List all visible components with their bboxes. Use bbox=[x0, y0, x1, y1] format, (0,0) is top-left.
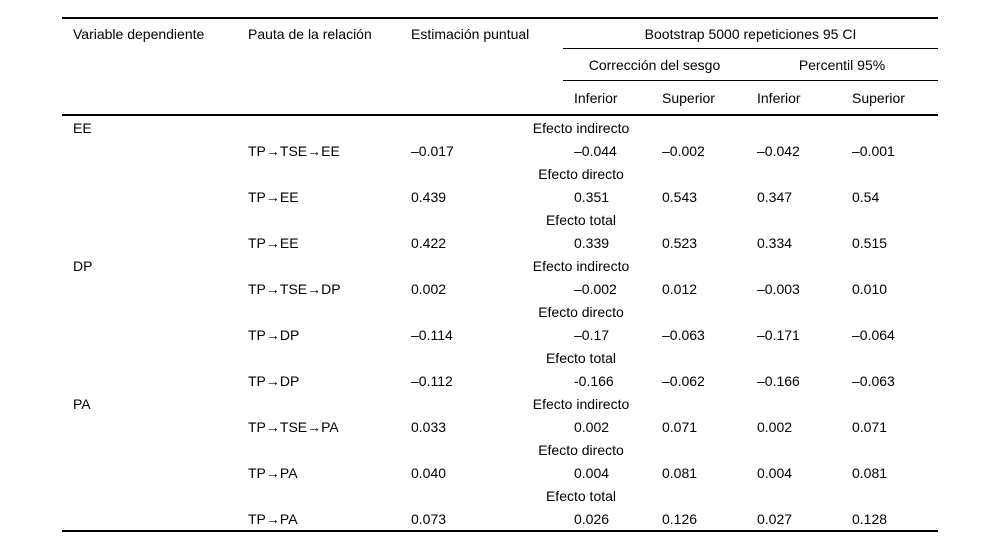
pc-inferior-cell: –0.166 bbox=[757, 372, 800, 389]
bc-superior-cell: 0.012 bbox=[662, 280, 698, 297]
estimate-cell: –0.112 bbox=[411, 372, 453, 389]
pc-inferior-cell: 0.027 bbox=[746, 507, 841, 532]
effect-label: Efecto total bbox=[545, 211, 617, 228]
estimate-cell: 0.002 bbox=[411, 280, 447, 297]
pc-superior-cell: –0.001 bbox=[852, 142, 895, 159]
table-row: EE Efecto indirecto bbox=[62, 115, 938, 139]
pc-inferior-cell: –0.003 bbox=[757, 280, 800, 297]
pc-superior-cell: 0.128 bbox=[841, 507, 939, 532]
header-row-1: Variable dependiente Pauta de la relació… bbox=[62, 17, 939, 49]
relation-cell: TP→TSE→PA bbox=[248, 418, 339, 435]
bc-inferior-cell: -0.166 bbox=[574, 372, 614, 389]
estimate-cell: 0.073 bbox=[400, 507, 563, 532]
estimate-cell: –0.017 bbox=[411, 142, 454, 159]
bc-inferior-cell: 0.339 bbox=[574, 234, 610, 251]
table-row: Efecto total bbox=[62, 484, 938, 507]
bc-superior-cell: –0.062 bbox=[662, 372, 705, 389]
estimate-cell: 0.439 bbox=[411, 188, 447, 205]
table-row: TP→DP –0.112 -0.166 –0.062 –0.166 –0.063 bbox=[62, 369, 938, 392]
relation-cell: TP→DP bbox=[248, 372, 300, 389]
pc-inferior-cell: 0.002 bbox=[757, 418, 793, 435]
table-row: TP→PA 0.073 0.026 0.126 0.027 0.128 bbox=[62, 507, 939, 532]
effect-label: Efecto total bbox=[545, 349, 617, 366]
estimate-cell: –0.114 bbox=[411, 326, 453, 343]
group-cell: PA bbox=[73, 395, 91, 412]
bc-inferior-cell: –0.044 bbox=[574, 142, 617, 159]
bc-superior-cell: 0.126 bbox=[651, 507, 746, 532]
effect-label: Efecto indirecto bbox=[532, 119, 630, 136]
bc-superior-cell: 0.071 bbox=[662, 418, 698, 435]
bootstrap-ci-table: Variable dependiente Pauta de la relació… bbox=[62, 17, 939, 532]
table-row: DP Efecto indirecto bbox=[62, 254, 938, 277]
bc-superior-cell: 0.523 bbox=[662, 234, 698, 251]
table-row: TP→TSE→DP 0.002 –0.002 0.012 –0.003 0.01… bbox=[62, 277, 938, 300]
table-row: Efecto directo bbox=[62, 300, 938, 323]
relation-cell: TP→PA bbox=[237, 507, 400, 532]
bc-inferior-cell: –0.17 bbox=[574, 326, 610, 343]
col-header-pc-inferior: Inferior bbox=[746, 80, 841, 116]
pc-inferior-cell: 0.004 bbox=[757, 464, 793, 481]
table-row: TP→TSE→EE –0.017 –0.044 –0.002 –0.042 –0… bbox=[62, 139, 938, 162]
effect-label: Efecto indirecto bbox=[532, 257, 630, 274]
pc-superior-cell: 0.515 bbox=[852, 234, 888, 251]
group-cell: DP bbox=[73, 257, 93, 274]
table-row: TP→EE 0.439 0.351 0.543 0.347 0.54 bbox=[62, 185, 938, 208]
bc-superior-cell: 0.543 bbox=[662, 188, 698, 205]
bc-superior-cell: –0.002 bbox=[662, 142, 705, 159]
bc-superior-cell: 0.081 bbox=[662, 464, 698, 481]
bc-superior-cell: –0.063 bbox=[662, 326, 705, 343]
bc-inferior-cell: 0.004 bbox=[574, 464, 610, 481]
table-row: TP→DP –0.114 –0.17 –0.063 –0.171 –0.064 bbox=[62, 323, 938, 346]
relation-cell: TP→TSE→DP bbox=[248, 280, 341, 297]
col-header-percentile: Percentil 95% bbox=[746, 48, 939, 81]
relation-cell: TP→PA bbox=[248, 464, 298, 481]
table-row: TP→PA 0.040 0.004 0.081 0.004 0.081 bbox=[62, 461, 938, 484]
pc-inferior-cell: –0.171 bbox=[757, 326, 800, 343]
col-header-bc-inferior: Inferior bbox=[563, 80, 651, 116]
estimate-cell: 0.040 bbox=[411, 464, 447, 481]
relation-cell: TP→DP bbox=[248, 326, 300, 343]
pc-superior-cell: –0.063 bbox=[852, 372, 895, 389]
table-row: TP→EE 0.422 0.339 0.523 0.334 0.515 bbox=[62, 231, 938, 254]
bc-inferior-cell: 0.002 bbox=[574, 418, 610, 435]
pc-inferior-cell: –0.042 bbox=[757, 142, 800, 159]
table-row: TP→TSE→PA 0.033 0.002 0.071 0.002 0.071 bbox=[62, 415, 938, 438]
header-row-2: Corrección del sesgo Percentil 95% bbox=[62, 48, 939, 81]
col-header-estimacion: Estimación puntual bbox=[400, 17, 563, 49]
table-row: Efecto directo bbox=[62, 438, 938, 461]
bc-inferior-cell: –0.002 bbox=[574, 280, 617, 297]
table-row: Efecto directo bbox=[62, 162, 938, 185]
pc-superior-cell: 0.010 bbox=[852, 280, 888, 297]
group-cell: EE bbox=[73, 119, 92, 136]
col-header-pauta: Pauta de la relación bbox=[237, 17, 400, 49]
table-row: Efecto total bbox=[62, 346, 938, 369]
bc-inferior-cell: 0.026 bbox=[563, 507, 651, 532]
pc-superior-cell: 0.081 bbox=[852, 464, 888, 481]
col-header-pc-superior: Superior bbox=[841, 80, 939, 116]
effect-label: Efecto indirecto bbox=[532, 395, 630, 412]
pc-superior-cell: 0.54 bbox=[852, 188, 880, 205]
relation-cell: TP→EE bbox=[248, 234, 299, 251]
estimate-cell: 0.033 bbox=[411, 418, 447, 435]
col-header-variable: Variable dependiente bbox=[62, 17, 237, 49]
relation-cell: TP→EE bbox=[248, 188, 299, 205]
col-header-bootstrap: Bootstrap 5000 repeticiones 95 CI bbox=[563, 17, 939, 49]
pc-inferior-cell: 0.347 bbox=[757, 188, 793, 205]
effect-label: Efecto directo bbox=[538, 303, 624, 320]
table-row: Efecto total bbox=[62, 208, 938, 231]
pc-inferior-cell: 0.334 bbox=[757, 234, 793, 251]
header-row-3: Inferior Superior Inferior Superior bbox=[62, 80, 939, 116]
estimate-cell: 0.422 bbox=[411, 234, 447, 251]
effect-label: Efecto total bbox=[545, 487, 617, 504]
col-header-bias-correction: Corrección del sesgo bbox=[563, 48, 746, 81]
table-row: PA Efecto indirecto bbox=[62, 392, 938, 415]
effect-label: Efecto directo bbox=[538, 165, 624, 182]
col-header-bc-superior: Superior bbox=[651, 80, 746, 116]
pc-superior-cell: –0.064 bbox=[852, 326, 895, 343]
bc-inferior-cell: 0.351 bbox=[574, 188, 610, 205]
pc-superior-cell: 0.071 bbox=[852, 418, 888, 435]
relation-cell: TP→TSE→EE bbox=[248, 142, 340, 159]
mediation-effects-table: Variable dependiente Pauta de la relació… bbox=[62, 17, 939, 532]
effect-label: Efecto directo bbox=[538, 441, 624, 458]
